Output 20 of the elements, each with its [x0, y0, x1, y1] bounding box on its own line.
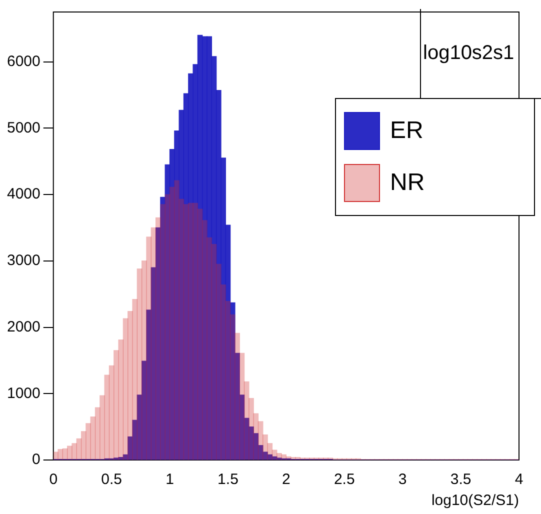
y-tick-label: 5000 — [6, 119, 40, 136]
y-tick-label: 1000 — [6, 384, 40, 402]
x-tick-label: 2 — [282, 471, 290, 488]
y-tick-label: 0 — [32, 451, 40, 468]
x-tick-label: 3 — [398, 471, 407, 488]
x-tick-label: 4 — [514, 471, 524, 488]
y-tick-label: 4000 — [6, 186, 40, 203]
y-tick-label: 2000 — [6, 318, 40, 336]
x-tick-label: 0 — [49, 471, 58, 488]
text: log10s2s1 — [423, 42, 514, 65]
x-axis-title: log10(S2/S1) — [431, 492, 519, 510]
x-tick-label: 3.5 — [450, 471, 472, 488]
x-tick-label: 2.5 — [334, 471, 355, 488]
legend-label: ER — [390, 117, 424, 145]
legend-label: NR — [390, 169, 425, 197]
y-tick-label: 6000 — [6, 52, 40, 70]
x-tick-label: 0.5 — [101, 471, 122, 488]
x-tick-label: 1 — [166, 471, 174, 488]
x-tick-label: 1.5 — [218, 471, 238, 488]
y-tick-label: 3000 — [6, 252, 40, 270]
